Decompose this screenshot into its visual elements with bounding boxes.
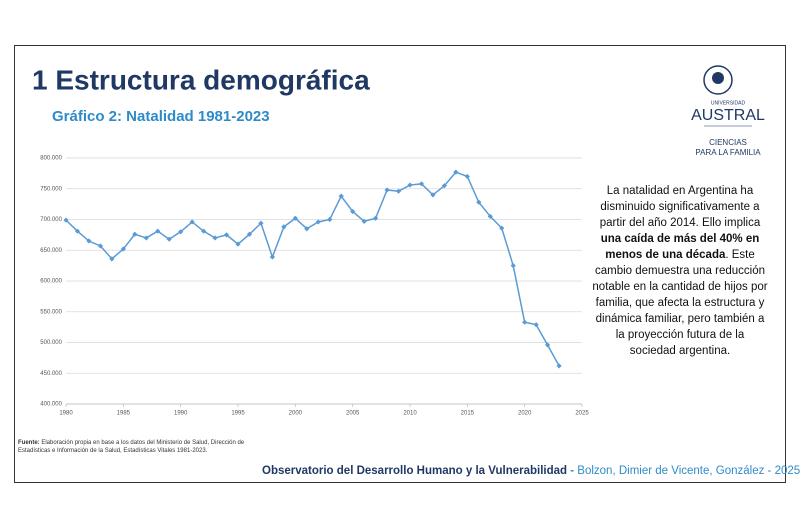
logo-unit: CIENCIAS xyxy=(709,138,747,147)
marker xyxy=(522,319,528,325)
x-tick-label: 2025 xyxy=(575,411,589,417)
marker xyxy=(201,228,207,234)
marker xyxy=(97,243,103,249)
x-tick-label: 2020 xyxy=(518,411,532,417)
source-label: Fuente: xyxy=(18,440,40,446)
marker xyxy=(212,235,218,241)
marker xyxy=(315,219,321,225)
footer-sep: - xyxy=(567,465,577,477)
marker xyxy=(304,226,310,232)
x-tick-label: 2015 xyxy=(461,411,475,417)
y-tick-label: 700.000 xyxy=(40,217,62,223)
marker xyxy=(510,263,516,269)
description: La natalidad en Argentina ha disminuido … xyxy=(592,183,768,359)
line xyxy=(65,171,560,367)
y-tick-label: 550.000 xyxy=(40,309,62,315)
marker xyxy=(235,241,241,247)
chart-title: Gráfico 2: Natalidad 1981-2023 xyxy=(52,108,270,125)
source: Fuente: Elaboración propia en base a los… xyxy=(18,440,258,455)
highlight: una caída de más del 40% en menos de una… xyxy=(600,233,760,261)
marker xyxy=(499,225,505,231)
marker xyxy=(223,232,230,238)
marker xyxy=(556,363,562,369)
footer-authors: Bolzon, Dimier de Vicente, González - 20… xyxy=(577,465,800,477)
marker xyxy=(109,256,115,262)
logo-small: UNIVERSIDAD xyxy=(711,100,746,106)
marker xyxy=(545,342,551,348)
marker xyxy=(395,188,402,194)
logo-emblem xyxy=(703,65,733,95)
marker xyxy=(132,231,138,237)
marker xyxy=(63,217,69,223)
marker xyxy=(384,187,390,193)
x-tick-label: 1980 xyxy=(59,411,73,417)
footer-title: Observatorio del Desarrollo Humano y la … xyxy=(262,465,567,477)
x-tick-label: 1995 xyxy=(231,411,245,417)
y-tick-label: 650.000 xyxy=(40,248,62,254)
y-tick-label: 600.000 xyxy=(40,279,62,285)
y-tick-label: 500.000 xyxy=(40,340,62,346)
marker xyxy=(361,218,367,224)
marker xyxy=(258,220,264,226)
marker xyxy=(453,169,459,175)
y-tick-label: 400.000 xyxy=(40,402,62,408)
marker xyxy=(407,182,413,188)
x-tick-label: 2010 xyxy=(403,411,417,417)
slide xyxy=(14,45,786,483)
marker xyxy=(533,322,539,328)
marker xyxy=(292,215,298,221)
logo-unit: PARA LA FAMILIA xyxy=(695,148,761,157)
marker xyxy=(441,183,447,189)
marker xyxy=(418,181,425,187)
y-tick-label: 750.000 xyxy=(40,186,62,192)
marker xyxy=(269,254,275,260)
marker xyxy=(189,219,195,225)
marker xyxy=(373,215,379,221)
slide-title: 1 Estructura demográfica xyxy=(32,64,370,95)
marker xyxy=(74,228,81,234)
marker xyxy=(327,216,333,223)
marker xyxy=(86,238,92,244)
marker xyxy=(143,235,149,241)
x-tick-label: 1985 xyxy=(117,411,131,417)
marker xyxy=(487,213,493,220)
marker xyxy=(155,228,161,234)
text: . Este cambio demuestra una reducción no… xyxy=(592,249,768,357)
marker xyxy=(338,193,344,199)
marker xyxy=(178,229,184,235)
marker xyxy=(281,224,287,230)
x-tick-label: 2005 xyxy=(346,411,360,417)
marker xyxy=(120,246,126,252)
text: La natalidad en Argentina ha disminuido … xyxy=(599,185,761,229)
x-tick-label: 2000 xyxy=(289,411,303,417)
marker xyxy=(476,199,482,205)
logo-name: AUSTRAL xyxy=(691,107,765,124)
source-text: Elaboración propia en base a los datos d… xyxy=(18,440,245,454)
x-tick-label: 1990 xyxy=(174,411,188,417)
marker xyxy=(166,236,172,242)
y-tick-label: 800.000 xyxy=(40,156,62,162)
y-tick-label: 450.000 xyxy=(40,371,62,377)
logo-tree xyxy=(712,72,724,84)
marker xyxy=(464,173,470,180)
marker xyxy=(246,231,253,237)
footer: Observatorio del Desarrollo Humano y la … xyxy=(262,465,800,477)
marker xyxy=(350,208,356,215)
marker xyxy=(430,192,436,198)
